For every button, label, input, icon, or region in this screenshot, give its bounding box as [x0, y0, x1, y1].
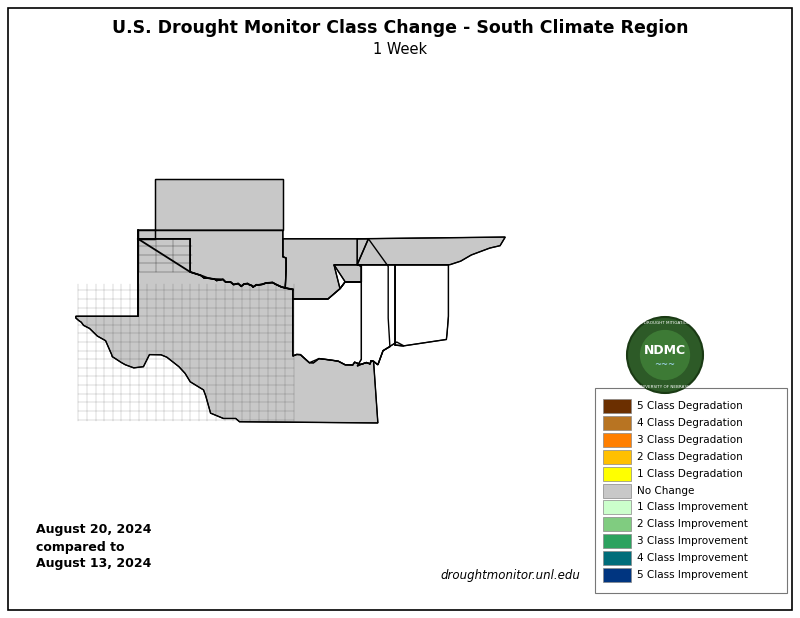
Polygon shape — [283, 239, 369, 299]
Text: 1 Class Degradation: 1 Class Degradation — [637, 468, 742, 479]
Text: 3 Class Degradation: 3 Class Degradation — [637, 435, 742, 445]
Bar — [603, 483, 631, 497]
Bar — [603, 450, 631, 464]
Text: 1 Class Improvement: 1 Class Improvement — [637, 502, 748, 512]
Text: 4 Class Degradation: 4 Class Degradation — [637, 418, 742, 428]
Text: 1 Week: 1 Week — [373, 43, 427, 57]
Text: August 13, 2024: August 13, 2024 — [36, 557, 151, 570]
Bar — [603, 399, 631, 413]
Bar — [595, 388, 787, 593]
Text: ~~~: ~~~ — [654, 360, 675, 370]
Polygon shape — [138, 230, 286, 288]
Polygon shape — [138, 179, 283, 239]
Polygon shape — [334, 265, 404, 366]
Text: No Change: No Change — [637, 486, 694, 496]
Bar — [603, 467, 631, 481]
Bar — [603, 417, 631, 430]
Text: 2 Class Degradation: 2 Class Degradation — [637, 452, 742, 462]
Polygon shape — [76, 239, 378, 423]
Text: UNIVERSITY OF NEBRASKA: UNIVERSITY OF NEBRASKA — [638, 385, 692, 389]
Polygon shape — [293, 239, 390, 365]
Polygon shape — [138, 230, 190, 239]
Bar — [603, 517, 631, 531]
Text: 5 Class Improvement: 5 Class Improvement — [637, 570, 748, 580]
Bar — [603, 433, 631, 447]
Text: NATIONAL DROUGHT MITIGATION CENTER: NATIONAL DROUGHT MITIGATION CENTER — [622, 321, 708, 325]
Text: 2 Class Improvement: 2 Class Improvement — [637, 519, 748, 529]
Text: 4 Class Improvement: 4 Class Improvement — [637, 552, 748, 563]
Polygon shape — [138, 230, 286, 288]
Circle shape — [627, 317, 703, 393]
Text: 3 Class Improvement: 3 Class Improvement — [637, 536, 748, 546]
Text: compared to: compared to — [36, 541, 125, 554]
Circle shape — [639, 329, 691, 381]
Text: 5 Class Degradation: 5 Class Degradation — [637, 402, 742, 412]
Bar — [603, 501, 631, 514]
Bar — [603, 534, 631, 548]
Text: droughtmonitor.unl.edu: droughtmonitor.unl.edu — [440, 569, 580, 582]
Bar — [603, 551, 631, 565]
Polygon shape — [334, 237, 506, 282]
Bar — [603, 567, 631, 582]
Polygon shape — [173, 299, 242, 359]
Polygon shape — [395, 265, 449, 346]
Text: NDMC: NDMC — [644, 344, 686, 357]
Text: U.S. Drought Monitor Class Change - South Climate Region: U.S. Drought Monitor Class Change - Sout… — [112, 19, 688, 37]
Text: August 20, 2024: August 20, 2024 — [36, 523, 151, 536]
Polygon shape — [199, 251, 216, 261]
